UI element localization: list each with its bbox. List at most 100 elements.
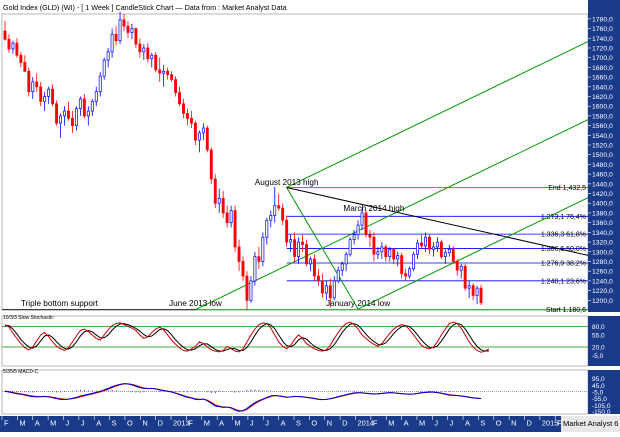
candle-64 [257,246,261,269]
candle-body-46 [186,113,189,119]
candle-20 [82,94,86,119]
candle-body-30 [122,19,126,27]
time-label-3: M [50,419,56,428]
price-tick-label-7: 1340,0 [592,230,613,237]
candle-62 [249,276,253,303]
candle-55 [221,191,225,218]
candle-42 [170,71,174,82]
time-label-10: D [158,419,163,428]
candle-body-96 [384,246,388,257]
pitchfork-median [195,119,589,311]
candle-3 [15,38,19,58]
annotation-1: March 2014 high [343,204,404,213]
annotation-2: June 2013 low [169,299,222,308]
candle-8 [35,73,39,92]
candle-93 [372,232,376,262]
candle-59 [237,239,241,272]
candle-40 [162,64,166,87]
candle-body-41 [166,70,170,76]
candle-body-110 [439,241,443,257]
candle-12 [51,84,55,107]
candle-body-37 [150,54,154,59]
price-tick-label-15: 1500,0 [592,152,613,159]
candle-body-64 [257,256,261,262]
time-label-16: J [250,419,254,428]
candle-body-102 [408,268,412,277]
time-label-27: M [419,419,425,428]
candle-body-47 [190,117,193,124]
price-tick-label-11: 1420,0 [592,191,613,198]
time-label-9: N [142,419,147,428]
candle-body-1 [7,38,11,50]
level-label-0: End 1,432,5 [548,185,586,192]
candle-body-97 [388,248,392,257]
price-tick-label-0: 1200,0 [592,298,613,305]
candle-body-100 [400,255,404,274]
candle-body-14 [59,115,62,124]
candle-103 [412,251,416,272]
price-tick-label-13: 1460,0 [592,172,613,179]
candle-body-48 [193,122,197,141]
candle-body-87 [348,239,352,255]
time-label-2: A [35,419,40,428]
candle-body-43 [174,79,178,93]
candle-body-91 [364,212,368,236]
time-label-35: 2015 [542,419,558,428]
candle-106 [424,232,427,252]
time-label-23: 2014 [357,419,373,428]
time-label-29: J [450,419,454,428]
candle-body-49 [197,132,201,141]
candle-body-52 [209,149,213,180]
candle-31 [126,21,130,39]
candle-112 [447,244,451,257]
candle-body-11 [47,88,51,97]
candle-84 [336,266,340,284]
candle-10 [43,91,47,112]
time-label-13: M [204,419,210,428]
price-tick-label-9: 1380,0 [592,210,613,217]
candle-body-36 [146,47,150,59]
candle-37 [150,52,154,68]
level-label-1: 1.373,1 76,4% [541,214,586,221]
candle-body-85 [340,263,344,271]
candle-body-5 [23,62,27,72]
candle-24 [98,72,102,97]
candle-33 [134,27,138,48]
price-tick-label-12: 1440,0 [592,181,613,188]
candle-body-82 [328,285,332,299]
candle-104 [416,239,420,260]
candle-body-62 [249,280,253,301]
stoch-tick-0: 80,0 [592,324,605,331]
candle-18 [74,106,78,131]
candle-body-69 [277,205,281,209]
candle-98 [392,247,396,264]
candle-4 [19,51,23,68]
candle-86 [344,251,348,272]
macd-tick-4: -105,0 [592,403,611,410]
candle-115 [459,263,463,279]
candle-body-13 [55,103,59,124]
candle-99 [396,251,400,267]
candle-body-117 [467,285,471,289]
candle-116 [463,263,467,291]
candle-74 [297,237,300,264]
candle-body-78 [312,258,316,277]
candle-27 [110,28,114,58]
candle-76 [305,239,308,267]
candle-114 [455,259,459,277]
candle-38 [154,51,158,73]
candle-body-24 [98,75,102,92]
candle-body-67 [269,215,273,221]
candle-body-116 [463,265,467,289]
candle-body-22 [90,100,94,112]
candle-7 [31,77,35,99]
candle-43 [174,76,178,97]
candle-39 [158,57,162,82]
annotation-4: Triple bottom support [21,299,99,308]
annotations: August 2013 high March 2014 high June 2013… [21,178,405,308]
price-tick-label-29: 1780,0 [592,16,613,23]
price-tick-label-27: 1740,0 [592,36,613,43]
candle-body-98 [392,248,396,260]
